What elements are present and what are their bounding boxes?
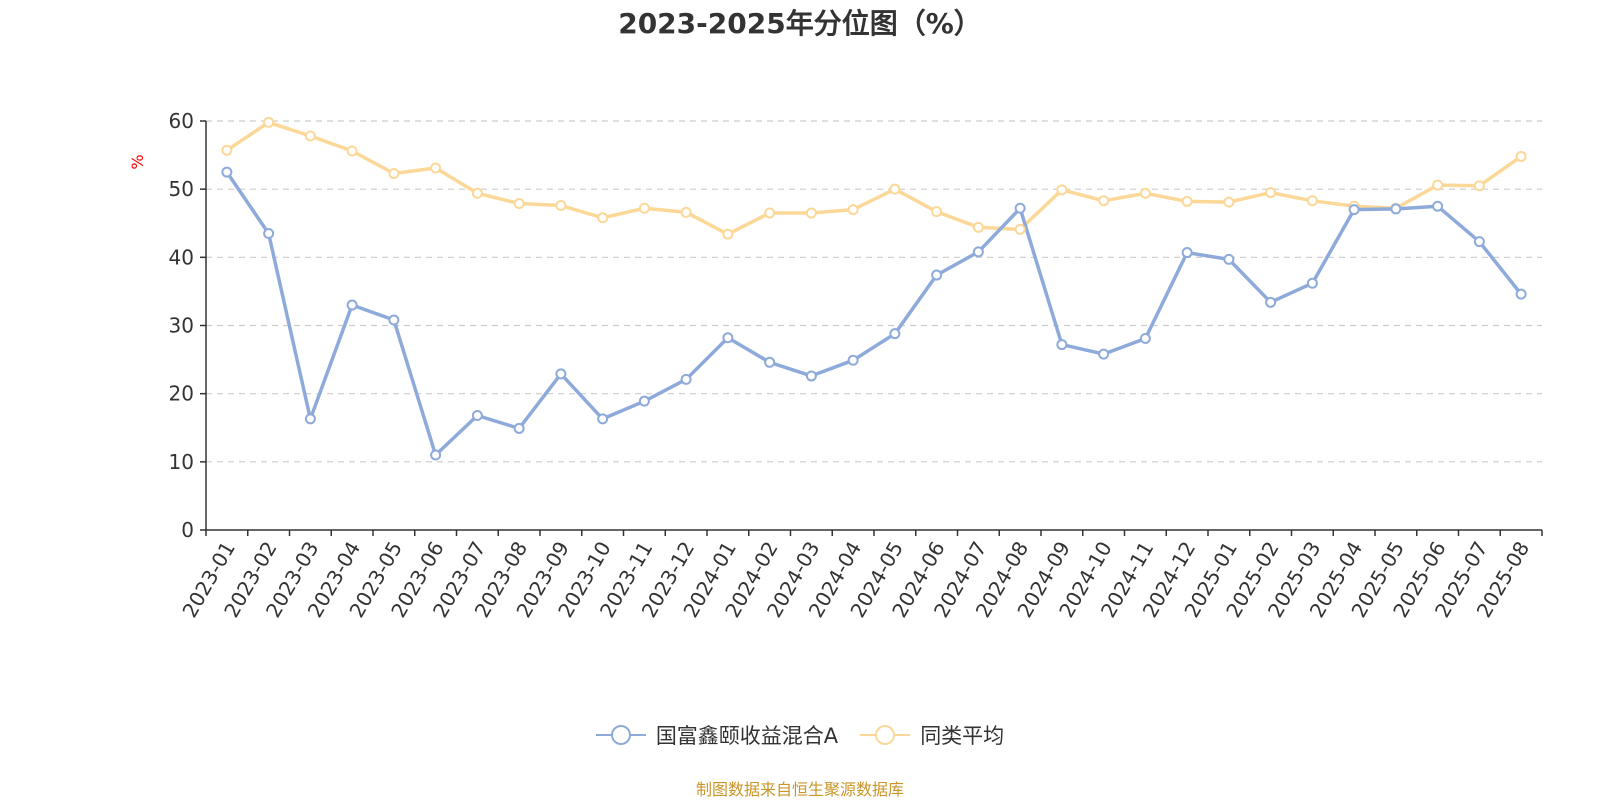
data-point-series-1[interactable] — [1473, 236, 1485, 248]
y-tick-label: 0 — [181, 518, 194, 542]
data-point-series-2[interactable] — [346, 145, 358, 157]
legend-symbol-series-2-icon — [860, 725, 911, 745]
data-point-series-1[interactable] — [1390, 203, 1402, 215]
data-point-series-1[interactable] — [805, 370, 817, 382]
data-point-series-2[interactable] — [972, 221, 984, 233]
data-point-series-1[interactable] — [1432, 200, 1444, 212]
data-point-series-1[interactable] — [638, 395, 650, 407]
data-point-series-1[interactable] — [430, 449, 442, 461]
series-lines — [225, 120, 1523, 457]
chart-title: 2023-2025年分位图（%） — [618, 7, 982, 40]
data-point-series-1[interactable] — [304, 413, 316, 425]
y-axis-unit: % — [128, 154, 147, 169]
data-point-series-1[interactable] — [1181, 247, 1193, 259]
data-point-series-1[interactable] — [388, 314, 400, 326]
data-point-series-2[interactable] — [764, 207, 776, 219]
data-point-series-2[interactable] — [430, 162, 442, 174]
data-point-series-1[interactable] — [1223, 253, 1235, 265]
data-point-series-1[interactable] — [221, 166, 233, 178]
data-point-series-1[interactable] — [1056, 339, 1068, 351]
data-point-series-2[interactable] — [638, 202, 650, 214]
legend-label-series-1: 国富鑫颐收益混合A — [655, 724, 839, 748]
data-point-series-2[interactable] — [1139, 187, 1151, 199]
data-point-series-2[interactable] — [1056, 184, 1068, 196]
data-point-series-1[interactable] — [263, 227, 275, 239]
data-point-series-1[interactable] — [972, 246, 984, 258]
data-point-series-2[interactable] — [513, 197, 525, 209]
data-point-series-1[interactable] — [847, 354, 859, 366]
data-point-series-2[interactable] — [304, 130, 316, 142]
data-point-series-2[interactable] — [388, 167, 400, 179]
legend: 国富鑫颐收益混合A 同类平均 — [0, 720, 1600, 750]
data-point-series-2[interactable] — [805, 207, 817, 219]
data-point-series-1[interactable] — [1348, 204, 1360, 216]
data-point-series-1[interactable] — [764, 356, 776, 368]
data-point-series-1[interactable] — [722, 332, 734, 344]
legend-item-series-1[interactable]: 国富鑫颐收益混合A — [595, 720, 839, 750]
data-point-series-2[interactable] — [1515, 150, 1527, 162]
source-note: 制图数据来自恒生聚源数据库 — [695, 780, 904, 799]
y-tick-label: 20 — [169, 382, 194, 406]
data-point-series-2[interactable] — [1014, 223, 1026, 235]
legend-symbol-series-1-icon — [595, 725, 646, 745]
data-point-series-1[interactable] — [597, 413, 609, 425]
y-tick-label: 40 — [169, 245, 194, 269]
data-point-series-2[interactable] — [1223, 196, 1235, 208]
data-point-series-1[interactable] — [346, 299, 358, 311]
data-point-series-1[interactable] — [889, 328, 901, 340]
data-point-series-1[interactable] — [555, 368, 567, 380]
data-point-series-2[interactable] — [263, 116, 275, 128]
data-point-series-2[interactable] — [1098, 195, 1110, 207]
data-point-series-2[interactable] — [1306, 195, 1318, 207]
y-tick-label: 60 — [169, 109, 194, 133]
y-tick-label: 10 — [169, 450, 194, 474]
data-point-series-1[interactable] — [931, 269, 943, 281]
series-points — [221, 116, 1527, 461]
data-point-series-1[interactable] — [513, 422, 525, 434]
data-point-series-2[interactable] — [555, 200, 567, 212]
grid-lines — [206, 120, 1542, 463]
data-point-series-2[interactable] — [931, 206, 943, 218]
data-point-series-1[interactable] — [1515, 288, 1527, 300]
data-point-series-2[interactable] — [471, 187, 483, 199]
data-point-series-1[interactable] — [1098, 348, 1110, 360]
series-line-1 — [225, 171, 1523, 457]
data-point-series-2[interactable] — [680, 206, 692, 218]
data-point-series-2[interactable] — [1181, 195, 1193, 207]
legend-label-series-2: 同类平均 — [920, 724, 1005, 748]
data-point-series-2[interactable] — [722, 228, 734, 240]
data-point-series-1[interactable] — [471, 409, 483, 421]
data-point-series-2[interactable] — [221, 144, 233, 156]
data-point-series-2[interactable] — [847, 204, 859, 216]
data-point-series-2[interactable] — [1432, 179, 1444, 191]
data-point-series-1[interactable] — [1265, 296, 1277, 308]
y-tick-label: 30 — [169, 314, 194, 338]
data-point-series-2[interactable] — [1265, 187, 1277, 199]
data-point-series-1[interactable] — [1306, 277, 1318, 289]
y-tick-label: 50 — [169, 177, 194, 201]
legend-item-series-2[interactable]: 同类平均 — [860, 720, 1004, 750]
data-point-series-2[interactable] — [889, 183, 901, 195]
data-point-series-2[interactable] — [1473, 180, 1485, 192]
data-point-series-1[interactable] — [680, 373, 692, 385]
data-point-series-1[interactable] — [1139, 332, 1151, 344]
data-point-series-1[interactable] — [1014, 202, 1026, 214]
series-line-2 — [225, 120, 1523, 236]
data-point-series-2[interactable] — [597, 212, 609, 224]
